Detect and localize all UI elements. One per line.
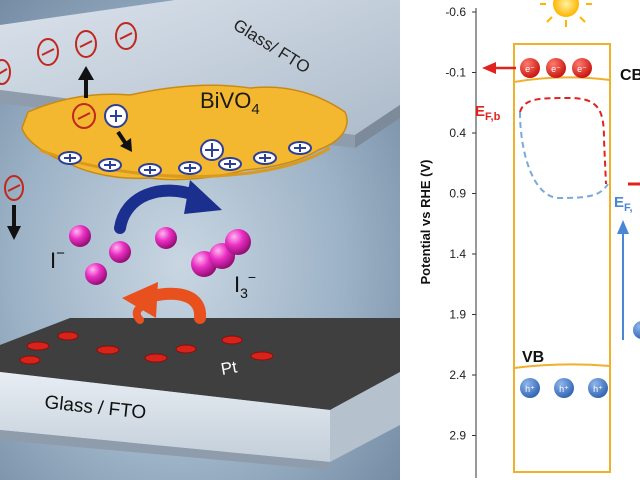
electron-marker — [144, 353, 168, 363]
y-tick-label: 2.4 — [449, 368, 466, 382]
electrons-top — [0, 22, 137, 201]
down-arrow-head — [120, 138, 132, 152]
electron-dot — [572, 58, 592, 78]
pt-layer — [0, 318, 400, 410]
electron-marker — [37, 38, 59, 66]
vb-holes: h⁺ h⁺ h⁺ — [520, 378, 608, 398]
y-tick-label: -0.6 — [445, 5, 466, 19]
conduction-band-edge — [513, 76, 611, 83]
hole-dot-partial — [633, 321, 640, 339]
photo-hole — [104, 104, 128, 128]
y-tick-label: 0.9 — [449, 187, 466, 201]
hole-dot — [520, 378, 540, 398]
electron-marker — [72, 103, 96, 129]
electron-marker — [57, 331, 79, 341]
iodide-sphere — [69, 225, 91, 247]
y-tick-label: 2.9 — [449, 429, 466, 443]
y-ticks: -0.6 -0.1 0.4 0.9 1.4 1.9 2.4 2.9 — [445, 5, 476, 443]
electron-minus-signs — [0, 32, 133, 192]
electron-marker — [250, 351, 274, 361]
pt-electrons — [19, 331, 274, 365]
up-arrow-head — [78, 66, 94, 80]
iodide-label: I− — [50, 245, 65, 273]
triiodide-sphere — [225, 229, 251, 255]
oxidation-arrow — [114, 180, 222, 234]
triiodide-spheres — [191, 229, 251, 277]
hole-text: h⁺ — [525, 384, 535, 394]
cb-label: CB — [620, 67, 640, 84]
electron-dot — [520, 58, 540, 78]
hole-text: h⁺ — [593, 384, 603, 394]
y-tick-label: 0.4 — [449, 126, 466, 140]
electron-text: e⁻ — [551, 64, 561, 74]
electron-marker — [115, 22, 137, 50]
y-tick-label: 1.4 — [449, 247, 466, 261]
hole-dot — [554, 378, 574, 398]
iodide-spheres — [69, 225, 177, 285]
iodide-sphere — [155, 227, 177, 249]
hole-dot — [588, 378, 608, 398]
fermi-b-label: EF,b — [475, 103, 501, 123]
electron-text: e⁻ — [525, 64, 535, 74]
fermi-right-label: EF, — [614, 194, 633, 214]
bivo4-label: BiVO4 — [200, 88, 260, 118]
electron-dot — [546, 58, 566, 78]
bottom-glass-slab: Glass / FTO Pt — [0, 318, 400, 470]
hole-text: h⁺ — [559, 384, 569, 394]
reduction-arrow — [122, 282, 207, 324]
right-panel: -0.6 -0.1 0.4 0.9 1.4 1.9 2.4 2.9 Potential vs … — [400, 0, 640, 480]
charge-arrows — [7, 66, 132, 240]
iodide-sphere — [85, 263, 107, 285]
electron-marker — [75, 30, 97, 58]
electron-marker — [221, 335, 243, 345]
pt-label: Pt — [219, 357, 238, 379]
electron-transfer-arrow — [482, 62, 516, 74]
down-arrow — [116, 130, 128, 146]
y-tick-label: -0.1 — [445, 66, 466, 80]
bivo4-film: BiVO4 — [21, 84, 348, 181]
cb-electrons: e⁻ e⁻ e⁻ — [520, 58, 592, 78]
left-panel: Glass/ FTO BiVO4 — [0, 0, 400, 480]
band-gap-box — [513, 43, 611, 473]
triiodide-label: I3− — [234, 269, 256, 301]
electron-marker — [19, 355, 41, 365]
electron-marker — [175, 344, 197, 354]
electron-marker — [4, 175, 24, 201]
surface-hole-plus-signs — [64, 143, 306, 174]
electron-text: e⁻ — [577, 64, 587, 74]
electron-marker — [26, 341, 50, 351]
y-tick-label: 1.9 — [449, 308, 466, 322]
sun-icon — [540, 0, 592, 27]
electron-marker — [0, 59, 11, 85]
hole-transfer-arrow — [617, 220, 629, 340]
iodide-sphere — [109, 241, 131, 263]
vb-label: VB — [522, 349, 544, 366]
hole-quasi-fermi-curve — [519, 111, 609, 200]
electron-quasi-fermi-curve — [519, 96, 607, 185]
electron-marker — [96, 345, 120, 355]
valence-band-edge — [513, 363, 611, 369]
y-axis-label: Potential vs RHE (V) — [418, 160, 433, 285]
left-down-arrow-head — [7, 226, 21, 240]
